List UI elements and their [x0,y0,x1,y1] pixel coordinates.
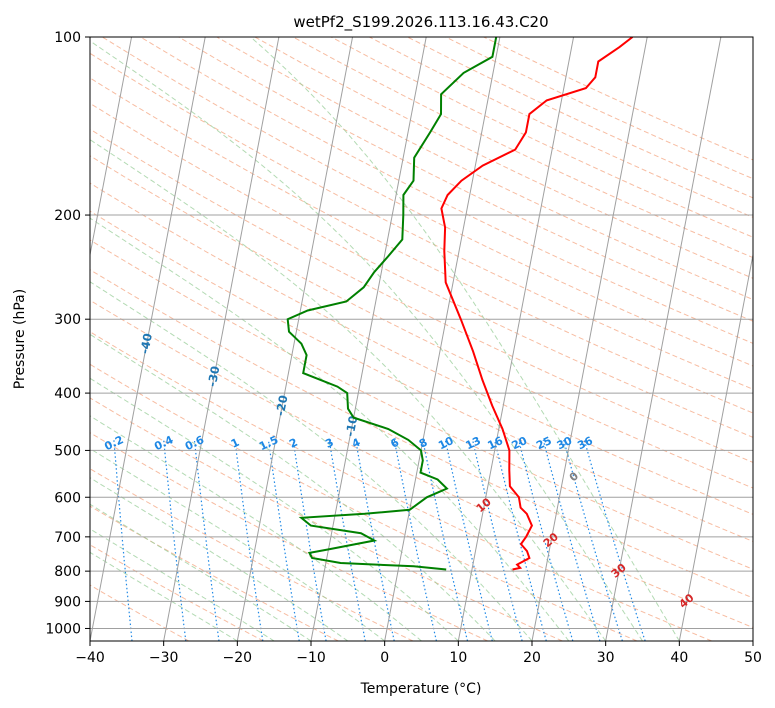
isotherm-label: -20 [273,394,291,417]
moist-adiabat [90,217,570,641]
mixing-ratio-line [563,439,623,641]
isotherm-line [90,37,133,258]
mixing-ratio-line [542,439,601,641]
moist-adiabat [90,551,238,641]
mixing-ratio-label: 13 [463,434,482,452]
isotherm-line [310,37,427,641]
mixing-ratio-label: 25 [534,434,553,452]
y-tick-label: 700 [54,530,81,546]
x-tick-label: −10 [296,650,326,666]
dry-adiabat [90,269,753,599]
mixing-ratio-label: 30 [555,434,575,452]
moist-adiabat [90,333,496,641]
y-tick-label: 800 [54,564,81,580]
x-tick-label: −20 [223,650,253,666]
moist-adiabat [90,139,607,641]
x-tick-label: 10 [449,650,467,666]
mixing-ratio-line [267,439,300,641]
isotherm-label: -40 [137,332,155,355]
x-tick-label: −40 [75,650,105,666]
mixing-ratio-line [193,439,220,641]
moist-adiabat [90,447,385,641]
mixing-ratio-line [234,439,264,641]
moist-adiabat [90,503,312,641]
dry-adiabat [102,37,753,367]
x-tick-label: 30 [597,650,615,666]
y-tick-label: 100 [54,30,81,46]
x-tick-label: 40 [670,650,688,666]
x-tick-label: 20 [523,650,541,666]
mixing-ratio-label: 20 [510,434,530,452]
dry-adiabats [90,37,753,641]
mixing-ratio-line [472,439,523,641]
dry-adiabat [90,52,753,390]
dry-adiabat [90,182,753,515]
dry-adiabat [90,544,264,641]
y-tick-label: 200 [54,208,81,224]
y-tick-label: 300 [54,312,81,328]
moist-adiabat [90,40,643,641]
isotherm-line [457,37,575,641]
y-tick-label: 1000 [45,621,81,637]
dry-adiabat [90,331,712,641]
moist-adiabat [250,37,680,641]
mixing-ratio-line [113,439,133,641]
dry-adiabat [90,128,753,463]
x-tick-label: 0 [380,650,389,666]
mixing-ratio-line [583,439,646,641]
isotherm-line [605,37,722,641]
x-tick-label: −30 [149,650,179,666]
isotherm-line [90,37,206,641]
dry-adiabat [90,432,488,641]
mixing-ratio-label: 36 [575,434,595,452]
x-axis-label: Temperature (°C) [360,681,482,697]
dry-adiabat [90,363,638,641]
isotherm-line [531,37,648,641]
dry-adiabat [90,102,753,438]
mixing-ratio-line [393,439,437,641]
dry-adiabat [90,299,753,629]
y-axis-label: Pressure (hPa) [12,289,28,389]
y-axis-ticks: 100 200 300 400 500 600 700 800 900 1000 [45,30,90,637]
mixing-ratio-line [163,439,187,641]
isotherm-label: -30 [205,365,223,388]
mixing-ratio-line [444,439,493,641]
chart-title: wetPf2_S199.2026.113.16.43.C20 [293,13,548,32]
mixing-ratio-line [292,439,327,641]
x-axis-ticks: −40 −30 −20 −10 0 10 20 30 40 50 [75,641,762,666]
x-tick-label: 50 [744,650,762,666]
mixing-ratio-line [328,439,366,641]
mixing-ratio-label: 10 [436,434,456,452]
mixing-ratio-line [422,439,469,641]
isotherm-line [384,37,501,641]
isotherm-line [163,37,280,641]
y-tick-label: 600 [54,490,81,506]
dry-adiabat [90,210,753,542]
dry-adiabat [90,77,753,414]
moist-adiabat [90,528,275,641]
temperature-line [440,37,634,571]
isotherm-gridlines [90,37,753,641]
dewpoint-line [286,37,498,571]
background-labels: -100-90-80-70-60-50-40-30-20-100.10.20.4… [102,332,696,611]
isotherm-line [236,37,354,641]
y-tick-label: 500 [54,443,81,459]
dry-adiabat [90,505,339,641]
y-tick-label: 400 [54,386,81,402]
isotherm-line [678,252,753,641]
dry-adiabat [90,397,563,641]
plot-frame [89,36,754,642]
mixing-ratio-label: 16 [486,434,506,452]
mixing-ratio-line [518,439,574,641]
y-tick-label: 900 [54,594,81,610]
isotherm-label: -10 [343,415,361,438]
